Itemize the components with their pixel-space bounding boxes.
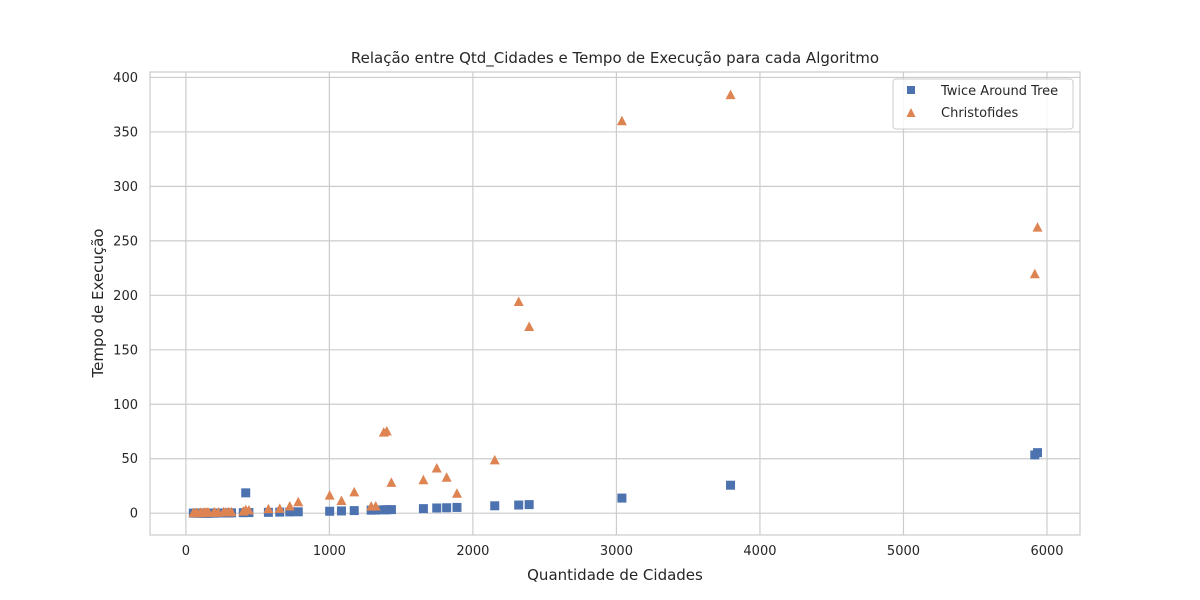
data-point <box>274 503 285 513</box>
y-tick-label: 300 <box>113 180 138 195</box>
data-point <box>382 505 392 515</box>
data-point <box>524 500 534 510</box>
data-point <box>418 504 428 514</box>
data-point <box>336 506 346 516</box>
x-tick-label: 4000 <box>743 544 776 559</box>
data-point <box>418 474 429 485</box>
y-tick-label: 50 <box>121 452 138 467</box>
data-point <box>451 488 462 498</box>
data-point <box>1033 448 1043 458</box>
x-tick-label: 1000 <box>313 544 346 559</box>
data-point <box>386 477 397 487</box>
plot-frame <box>149 71 1081 536</box>
legend-label-twice-around-tree: Twice Around Tree <box>940 84 1058 99</box>
data-point <box>386 505 396 515</box>
data-point <box>349 486 360 497</box>
x-tick-label: 0 <box>182 544 190 559</box>
y-tick-label: 350 <box>113 125 138 140</box>
data-point <box>1029 268 1040 279</box>
data-point <box>226 506 237 517</box>
data-point <box>514 500 524 510</box>
y-axis-label: Tempo de Execução <box>89 229 107 379</box>
data-point <box>490 501 500 511</box>
data-point <box>524 321 535 332</box>
data-point <box>616 115 627 126</box>
data-point <box>370 500 381 511</box>
data-point <box>431 463 442 473</box>
data-point <box>452 502 462 512</box>
data-point <box>489 454 500 465</box>
grid-lines <box>150 72 1080 535</box>
data-point <box>243 504 254 515</box>
data-point <box>432 503 442 513</box>
chart-title: Relação entre Qtd_Cidades e Tempo de Exe… <box>351 49 879 68</box>
y-tick-label: 0 <box>130 507 138 522</box>
x-tick-label: 2000 <box>456 544 489 559</box>
legend: Twice Around Tree Christofides <box>892 78 1074 130</box>
data-point <box>381 426 392 436</box>
data-point <box>241 488 251 498</box>
y-tick-label: 400 <box>113 71 138 86</box>
data-point <box>325 506 335 516</box>
legend-label-christofides: Christofides <box>941 106 1019 121</box>
data-point <box>1032 222 1043 232</box>
data-point <box>293 496 304 507</box>
y-tick-label: 250 <box>113 234 138 249</box>
x-tick-label: 6000 <box>1030 544 1063 559</box>
y-tick-label: 100 <box>113 398 138 413</box>
data-point <box>285 507 295 517</box>
data-point <box>441 472 452 482</box>
y-tick-label: 200 <box>113 289 138 304</box>
data-point <box>284 500 295 511</box>
data-point <box>293 507 303 517</box>
data-point <box>336 495 347 506</box>
legend-marker-twice-around-tree <box>907 86 915 94</box>
tick-labels: 0 1000 2000 3000 4000 5000 6000 0 50 100 150 200 250… <box>113 71 1063 559</box>
x-axis-label: Quantidade de Cidades <box>527 566 703 584</box>
data-point <box>617 493 627 503</box>
x-tick-label: 5000 <box>887 544 920 559</box>
data-point <box>263 503 274 514</box>
data-point <box>442 503 452 513</box>
data-points <box>188 89 1043 518</box>
x-tick-label: 3000 <box>600 544 633 559</box>
legend-box <box>892 78 1074 130</box>
data-point <box>513 296 524 306</box>
legend-marker-christofides <box>906 108 916 117</box>
series-1 <box>188 89 1043 518</box>
data-point <box>324 490 335 500</box>
y-tick-label: 150 <box>113 343 138 358</box>
data-point <box>725 89 736 100</box>
data-point <box>726 480 736 490</box>
data-point <box>349 506 359 516</box>
